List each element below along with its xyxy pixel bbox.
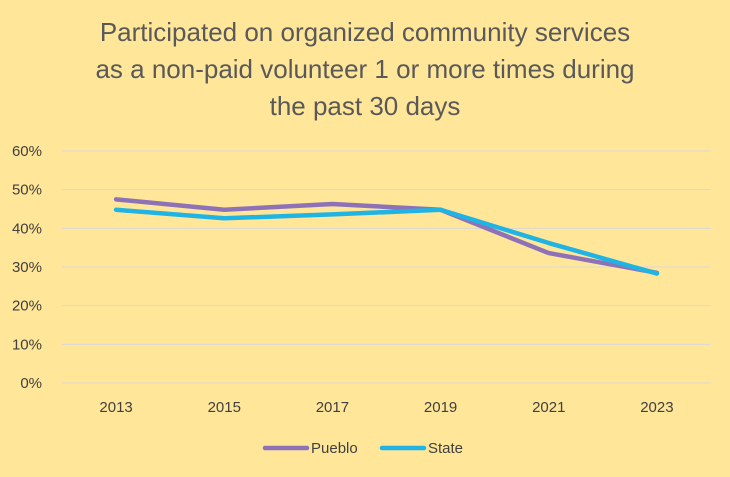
y-tick-label: 20% (12, 298, 42, 315)
x-tick-label: 2023 (640, 399, 673, 416)
x-tick-label: 2019 (424, 399, 457, 416)
x-tick-label: 2013 (99, 399, 132, 416)
legend-label-pueblo: Pueblo (311, 440, 358, 457)
y-tick-label: 0% (20, 375, 42, 392)
y-tick-label: 60% (12, 143, 42, 160)
chart-title-line-1: Participated on organized community serv… (99, 17, 631, 47)
y-tick-label: 50% (12, 182, 42, 199)
x-tick-label: 2015 (208, 399, 241, 416)
y-tick-label: 30% (12, 259, 42, 276)
chart-title-line-3: the past 30 days (269, 91, 461, 121)
x-tick-label: 2021 (532, 399, 565, 416)
chart-title-line-2: as a non-paid volunteer 1 or more times … (95, 54, 635, 84)
y-tick-label: 10% (12, 336, 42, 353)
legend-label-state: State (428, 440, 463, 457)
y-tick-label: 40% (12, 220, 42, 237)
chart-title: Participated on organized community serv… (40, 14, 690, 125)
series-line-pueblo (113, 197, 660, 276)
x-tick-label: 2017 (316, 399, 349, 416)
series-line-state (113, 207, 660, 276)
